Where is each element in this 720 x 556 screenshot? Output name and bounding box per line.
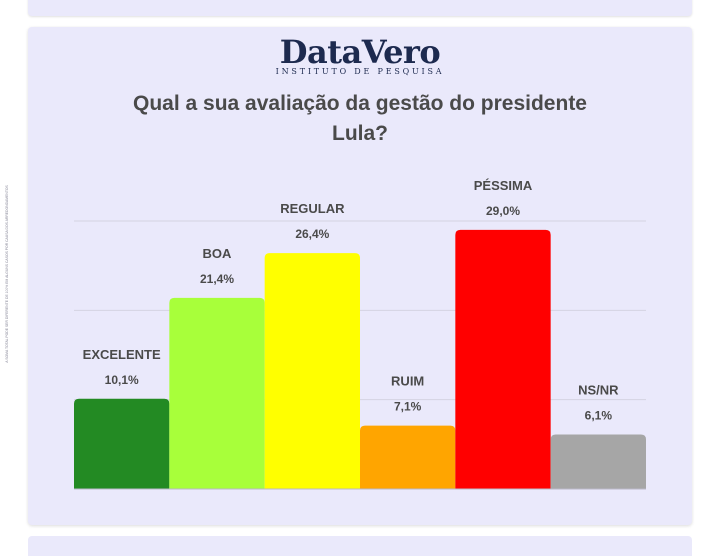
value-label-boa: 21,4% [200, 272, 234, 286]
bar-regular [264, 253, 360, 489]
category-label-excelente: EXCELENTE [83, 347, 161, 362]
chart-title: Qual a sua avaliação da gestão do presid… [28, 89, 692, 149]
bar-chart: 10,1% EXCELENTE 21,4% BOA 26,4% REGULAR 7,1% RU… [74, 178, 646, 490]
bar-pessima [455, 229, 551, 489]
previous-card [28, 0, 692, 16]
bar-ruim [360, 425, 456, 489]
category-label-pessima: PÉSSIMA [474, 178, 533, 193]
brand-logo: DataVero [279, 33, 441, 71]
category-label-regular: REGULAR [280, 201, 345, 216]
bar-excelente [74, 398, 170, 489]
chart-title-line-2: Lula? [332, 122, 388, 145]
category-label-boa: BOA [203, 246, 233, 261]
category-label-ns-nr: NS/NR [578, 383, 619, 398]
bar-ns-nr [550, 434, 646, 489]
value-label-ns-nr: 6,1% [585, 409, 613, 423]
chart-title-line-1: Qual a sua avaliação da gestão do presid… [132, 92, 587, 115]
value-label-regular: 26,4% [295, 227, 329, 241]
value-label-pessima: 29,0% [486, 204, 520, 218]
rounding-disclaimer: A SOMA TOTAL PODE SER DIFERENTE DE 100% … [5, 185, 9, 363]
value-label-ruim: 7,1% [394, 400, 422, 414]
brand-tagline: INSTITUTO DE PESQUISA [275, 67, 445, 76]
next-card [28, 536, 692, 556]
category-label-ruim: RUIM [391, 374, 424, 389]
value-label-excelente: 10,1% [105, 373, 139, 387]
bar-boa [169, 297, 265, 489]
